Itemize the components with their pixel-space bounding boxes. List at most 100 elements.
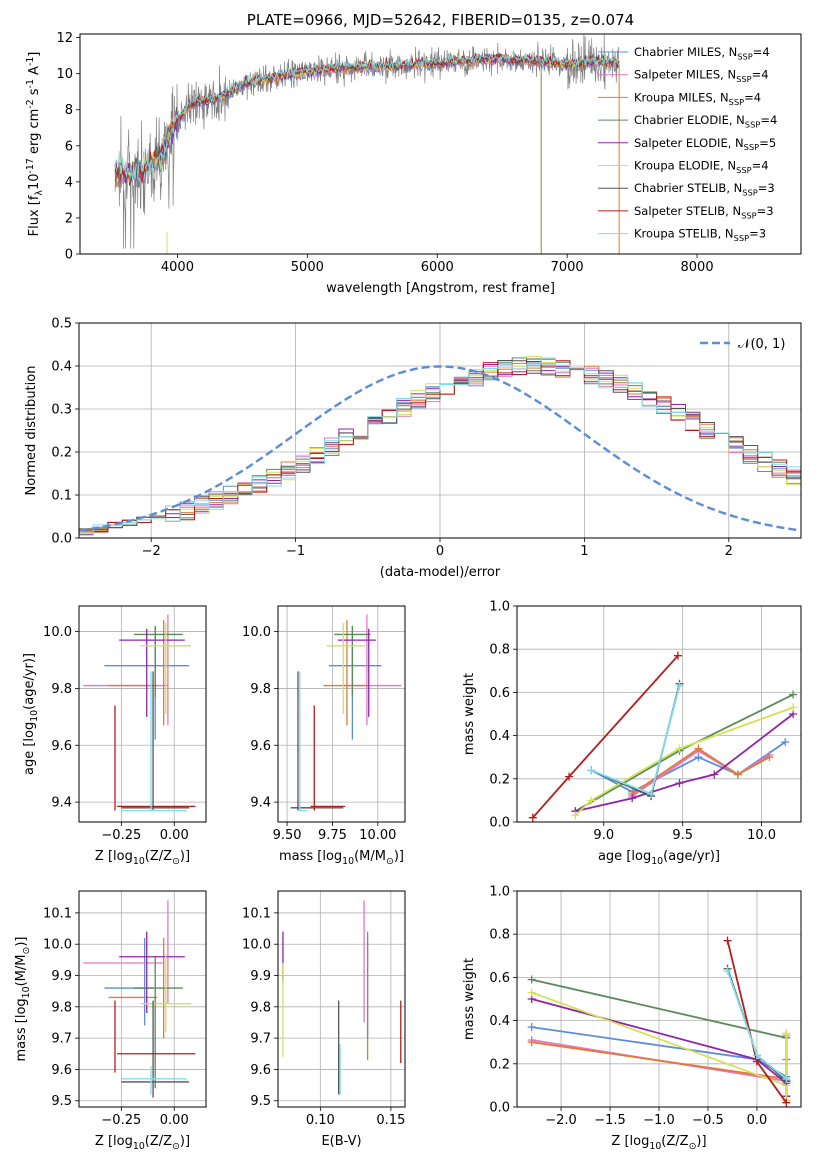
- x-tick-label: −1: [286, 544, 305, 559]
- label-fragment: Kroupa MILES, N: [634, 90, 729, 104]
- axes-frame: [277, 890, 406, 1108]
- y-tick-label: 0.0: [51, 532, 72, 547]
- axes-frame: [78, 890, 207, 1108]
- x-axis-label: wavelength [Angstrom, rest frame]: [326, 281, 555, 296]
- y-tick-label: 0.3: [51, 403, 72, 418]
- y-tick-label: 10.1: [43, 906, 72, 921]
- plus-marker: [528, 813, 537, 822]
- x-tick-label: 9.50: [273, 828, 302, 843]
- x-tick-label: 5000: [291, 260, 324, 275]
- x-tick-label: 9.75: [318, 828, 347, 843]
- label-fragment: ⊙: [386, 856, 394, 867]
- y-tick-label: 0.2: [489, 1057, 510, 1072]
- y-tick-label: 9.8: [250, 1000, 271, 1015]
- label-fragment: E(B-V): [321, 1134, 361, 1149]
- label-fragment: 10: [27, 173, 42, 190]
- label-fragment: Chabrier STELIB, N: [634, 181, 742, 195]
- x-tick-label: −1.0: [643, 1113, 675, 1128]
- legend-label: Salpeter ELODIE, NSSP=5: [634, 136, 776, 152]
- label-fragment: =4: [752, 68, 769, 82]
- mass_vs_ebv-axes: 0.10 0.15 9.5 9.6 9.7 9.8 9.9 10.0 10.1 E(B-V): [242, 890, 406, 1149]
- plus-marker: [789, 703, 798, 712]
- y-tick-label: 9.6: [250, 1063, 271, 1078]
- label-fragment: Salpeter MILES, N: [634, 68, 736, 82]
- y-axis-label: Normed distribution: [24, 366, 39, 496]
- x-tick-label: −0.5: [692, 1113, 724, 1128]
- y-tick-label: 0.6: [489, 686, 510, 701]
- y-tick-label: 4: [65, 175, 73, 190]
- label-fragment: Salpeter ELODIE, N: [634, 136, 744, 150]
- label-fragment: (age/yr)]: [22, 653, 37, 710]
- y-tick-label: 9.4: [51, 796, 72, 811]
- label-fragment: (Z/Z: [661, 1134, 688, 1149]
- y-tick-label: 10.0: [43, 938, 72, 953]
- plus-marker: [527, 1038, 536, 1047]
- plus-marker: [765, 753, 774, 762]
- label-fragment: Normed distribution: [24, 366, 39, 496]
- grid-lines: [278, 606, 405, 822]
- label-fragment: SSP: [734, 233, 750, 243]
- y-tick-label: 0.6: [489, 971, 510, 986]
- label-fragment: ⊙: [172, 856, 180, 867]
- weight-line: [590, 683, 681, 798]
- y-tick-label: 0.4: [51, 360, 72, 375]
- label-fragment: =3: [757, 204, 774, 218]
- y-tick-label: 9.7: [51, 1032, 72, 1047]
- x-tick-label: 0.10: [306, 1113, 335, 1128]
- y-tick-label: 0.1: [51, 489, 72, 504]
- label-fragment: 10: [649, 1141, 661, 1152]
- x-tick-label: 8000: [681, 260, 714, 275]
- y-tick-label: 1.0: [489, 600, 510, 615]
- y-tick-label: 9.9: [250, 969, 271, 984]
- plus-marker: [628, 794, 637, 803]
- residuals-plot-area: [79, 355, 801, 536]
- x-axis-label: Z [log10(Z/Z⊙)]: [95, 1134, 190, 1152]
- y-tick-label: 9.5: [250, 1094, 271, 1109]
- y-tick-label: 10.0: [242, 625, 271, 640]
- label-fragment: age [log: [22, 722, 37, 775]
- plus-marker: [675, 779, 684, 788]
- legend-label: Kroupa STELIB, NSSP=3: [634, 227, 766, 243]
- label-fragment: -17: [25, 158, 36, 173]
- plus-marker: [723, 936, 732, 945]
- label-fragment: =4: [744, 90, 761, 104]
- x-axis-label: (data-model)/error: [380, 565, 501, 580]
- label-fragment: )]: [14, 936, 29, 946]
- label-fragment: SSP: [729, 97, 745, 107]
- x-tick-label: 10.00: [359, 828, 396, 843]
- plus-marker: [527, 988, 536, 997]
- plus-marker: [571, 811, 580, 820]
- legend-label: Salpeter STELIB, NSSP=3: [634, 204, 774, 220]
- weight-line: [631, 747, 770, 795]
- y-tick-label: 0.8: [489, 928, 510, 943]
- label-fragment: 10: [342, 856, 354, 867]
- y-tick-label: 0.2: [489, 772, 510, 787]
- label-fragment: )]: [180, 1134, 190, 1149]
- plus-marker: [789, 690, 798, 699]
- legend-label: 𝒩(0, 1): [738, 337, 785, 352]
- plus-marker: [782, 1029, 791, 1038]
- y-tick-label: 0.2: [51, 446, 72, 461]
- label-fragment: =3: [758, 181, 775, 195]
- plus-marker: [647, 789, 656, 798]
- x-tick-label: −2: [142, 544, 161, 559]
- label-fragment: -1: [25, 57, 36, 66]
- plus-marker: [587, 796, 596, 805]
- label-fragment: SSP: [737, 51, 753, 61]
- weight_vs_Z-plot-area: [527, 936, 791, 1107]
- label-fragment: Flux [f: [27, 195, 42, 236]
- label-fragment: SSP: [744, 142, 760, 152]
- histogram-line: [79, 357, 801, 536]
- label-fragment: mass [log: [279, 849, 342, 864]
- grid-lines: [79, 606, 206, 822]
- residuals-axes: −2 −1 0 1 2 0.0 0.1 0.2 0.3 0.4 0.5 (data-model)/er…: [24, 317, 802, 580]
- x-tick-label: 0.00: [160, 828, 189, 843]
- weight-line: [574, 693, 794, 812]
- y-tick-label: 9.6: [250, 739, 271, 754]
- label-fragment: age [log: [598, 849, 651, 864]
- x-axis-label: Z [log10(Z/Z⊙)]: [95, 849, 190, 867]
- label-fragment: 10: [29, 710, 40, 722]
- legend-label: Kroupa MILES, NSSP=4: [634, 90, 761, 106]
- y-tick-label: 9.6: [51, 1063, 72, 1078]
- label-fragment: (M/M: [14, 954, 29, 986]
